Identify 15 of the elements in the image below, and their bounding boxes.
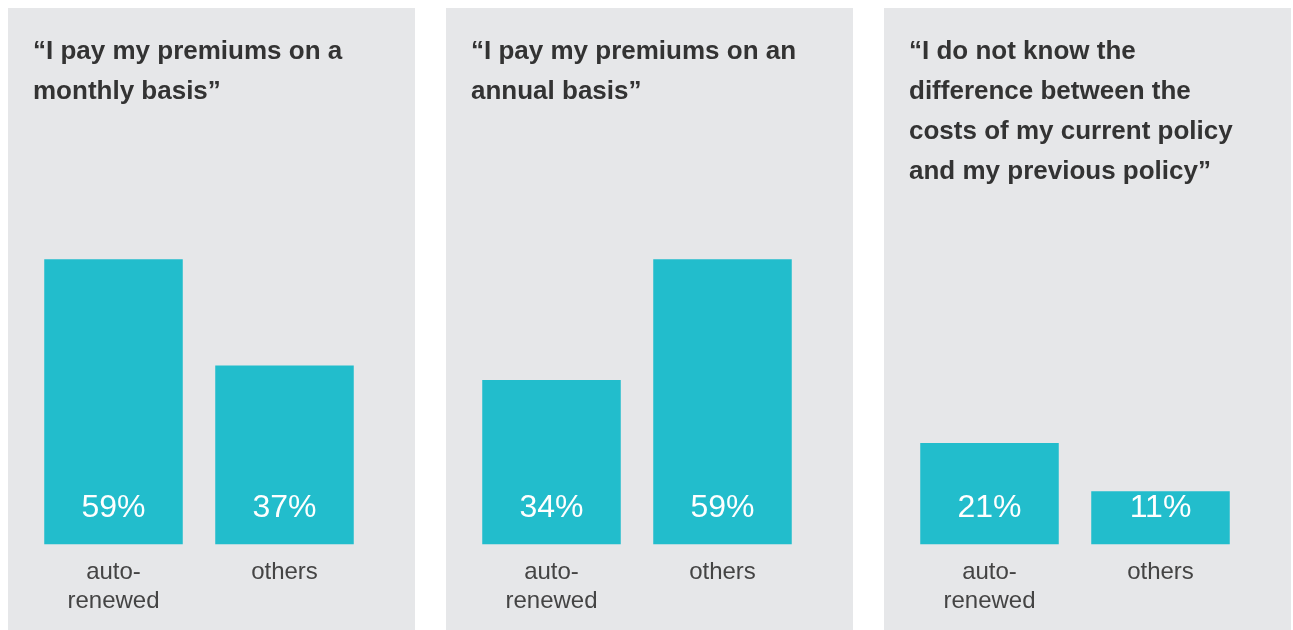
data-label: 59% — [81, 488, 146, 525]
data-label: 59% — [690, 488, 755, 525]
x-tick-label: auto-renewed — [67, 557, 160, 614]
x-tick-label: others — [1127, 557, 1194, 585]
data-label: 37% — [252, 488, 317, 525]
data-label: 21% — [957, 488, 1022, 525]
chart-title: “I do not know the difference between the costs of my current policy and my previous policy” — [909, 34, 1234, 187]
chart-title: “I pay my premiums on an annual basis” — [471, 34, 798, 107]
x-tick-label: auto-renewed — [943, 557, 1036, 614]
chart-title: “I pay my premiums on a monthly basis” — [33, 34, 344, 107]
x-tick-label: others — [689, 557, 756, 585]
data-label: 34% — [519, 488, 584, 525]
x-tick-label: others — [251, 557, 318, 585]
data-label: 11% — [1129, 488, 1192, 525]
x-tick-label: auto-renewed — [505, 557, 598, 614]
